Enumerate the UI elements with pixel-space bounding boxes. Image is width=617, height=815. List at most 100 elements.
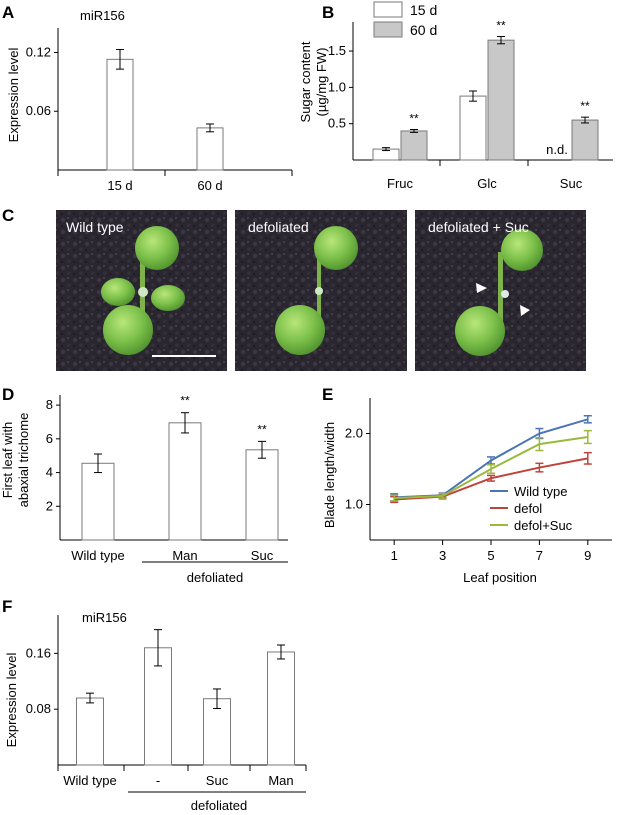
shoot-apex: [138, 287, 148, 297]
x-tick-label: 15 d: [107, 178, 132, 193]
x-tick-label: 5: [487, 548, 494, 563]
legend-label: 60 d: [410, 22, 437, 38]
bar: [81, 462, 115, 541]
panel-b: B Sugar content (µg/mg FW) 0.5 1.0 1.5 ** Fr…: [298, 1, 613, 191]
y-tick-label: 8: [46, 397, 53, 412]
legend-label: 15 d: [410, 2, 437, 18]
x-tick-label: 1: [391, 548, 398, 563]
cotyledon-top: [501, 229, 543, 271]
group-label: defoliated: [191, 798, 247, 813]
panel-letter-a: A: [2, 3, 14, 22]
panel-e: E Blade length/width Leaf position 1.0 2.…: [322, 385, 612, 585]
panel-a-inset-title: miR156: [80, 8, 125, 23]
x-tick-label: 9: [584, 548, 591, 563]
y-tick-label: 1.5: [328, 43, 346, 58]
panel-a-chart: 0.06 0.12 15 d 60 d: [26, 28, 293, 193]
x-tick-label: Man: [172, 548, 197, 563]
bar: [203, 698, 231, 766]
y-tick-label: 0.12: [26, 44, 51, 59]
y-tick-label: 0.08: [26, 701, 51, 716]
bar: [267, 651, 295, 766]
panel-b-ylabel-line2: (µg/mg FW): [314, 48, 329, 117]
legend-label: defol: [514, 501, 542, 516]
panel-letter-e: E: [322, 385, 333, 404]
panel-b-ylabel-line1: Sugar content: [298, 41, 313, 122]
bar-series2: [571, 119, 599, 161]
true-leaf-left: [101, 278, 135, 306]
not-detected-label: n.d.: [546, 142, 568, 157]
panel-letter-d: D: [2, 385, 14, 404]
x-tick-label: Glc: [477, 176, 497, 191]
arrowhead-left: [476, 283, 487, 293]
bar-series1: [459, 95, 487, 161]
panel-letter-b: B: [322, 3, 334, 22]
cotyledon-top: [314, 226, 358, 270]
y-tick-label: 6: [46, 431, 53, 446]
significance-mark: **: [180, 394, 190, 408]
bar: [76, 697, 104, 766]
x-tick-label: Fruc: [387, 176, 414, 191]
bar-series2: [400, 130, 428, 161]
seedling-stem: [140, 250, 145, 322]
x-tick-label: Wild type: [71, 548, 124, 563]
panel-c: C Wild type defoliated: [2, 206, 586, 371]
panel-f: F miR156 Expression level 0.08 0.16 Wild t…: [2, 597, 307, 813]
bar: [196, 127, 224, 171]
x-tick-label: 3: [439, 548, 446, 563]
panel-d: D First leaf with abaxial trichome 2 4 6 8 W…: [0, 385, 288, 585]
seedling-defoliated: [275, 226, 358, 355]
cotyledon-top: [135, 226, 179, 270]
cotyledon-bottom: [103, 305, 153, 355]
panel-b-chart: 0.5 1.0 1.5 ** Fruc ** Glc n.d. ** Suc 15 d 60 d: [328, 1, 613, 191]
y-tick-label: 0.5: [328, 116, 346, 131]
legend-swatch: [373, 21, 403, 38]
panel-letter-f: F: [2, 597, 12, 616]
significance-mark: **: [496, 19, 506, 33]
x-tick-label: Man: [268, 773, 293, 788]
panel-d-ylabel-line2: abaxial trichome: [16, 413, 31, 508]
photo-label-defoliated: defoliated: [248, 219, 309, 235]
group-label: defoliated: [187, 570, 243, 585]
panel-a: A miR156 Expression level 0.06 0.12 15 d 60…: [2, 3, 293, 193]
bar: [168, 422, 202, 541]
bar: [245, 449, 279, 541]
panel-f-ylabel: Expression level: [4, 653, 19, 748]
photo-defoliated-suc: defoliated + Suc: [415, 210, 586, 371]
seedling-defoliated-suc: [455, 229, 543, 356]
y-tick-label: 2: [46, 498, 53, 513]
y-tick-label: 2.0: [345, 426, 363, 441]
legend-label: Wild type: [514, 484, 567, 499]
x-tick-label: 7: [536, 548, 543, 563]
cotyledon-bottom: [455, 306, 505, 356]
photo-label-defoliated-suc: defoliated + Suc: [428, 219, 529, 235]
seedling-wild-type: [101, 226, 185, 355]
panel-letter-c: C: [2, 206, 14, 225]
seedling-stem: [498, 252, 503, 322]
significance-mark: **: [580, 99, 590, 113]
x-tick-label: Suc: [251, 548, 274, 563]
panel-f-chart: 0.08 0.16 Wild type - Suc Man defoliated: [26, 615, 307, 813]
panel-a-ylabel: Expression level: [6, 48, 21, 143]
arrowhead-right: [520, 305, 530, 316]
photo-defoliated: defoliated: [235, 210, 407, 371]
shoot-apex: [315, 287, 323, 295]
y-tick-label: 4: [46, 465, 53, 480]
x-tick-label: Wild type: [63, 773, 116, 788]
y-tick-label: 1.0: [345, 497, 363, 512]
seedling-stem: [317, 250, 321, 320]
panel-e-ylabel: Blade length/width: [322, 422, 337, 528]
photo-label-wild-type: Wild type: [66, 219, 124, 235]
legend-label: defol+Suc: [514, 518, 573, 533]
panel-d-ylabel-line1: First leaf with: [0, 422, 15, 499]
bar: [106, 58, 134, 171]
panel-f-inset-title: miR156: [82, 610, 127, 625]
y-tick-label: 0.06: [26, 103, 51, 118]
significance-mark: **: [409, 111, 419, 125]
x-tick-label: 60 d: [197, 178, 222, 193]
panel-e-xlabel: Leaf position: [463, 570, 537, 585]
panel-e-chart: 1.0 2.0 1 3 5 7 9 Wild type defol defol+Suc: [345, 398, 612, 563]
bar: [144, 647, 172, 766]
x-tick-label: -: [156, 773, 160, 788]
x-tick-label: Suc: [206, 773, 229, 788]
cotyledon-bottom: [275, 305, 325, 355]
